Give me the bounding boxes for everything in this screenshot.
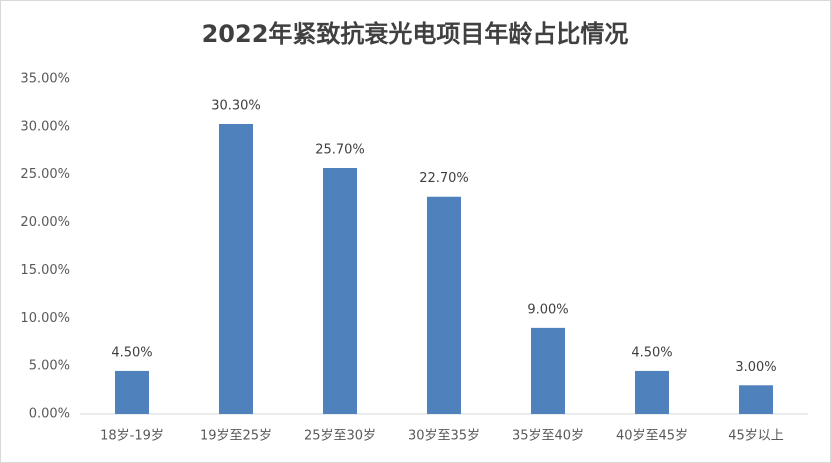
value-label: 3.00%	[735, 360, 776, 375]
bar	[115, 370, 149, 414]
y-tick-label: 10.00%	[20, 311, 70, 326]
y-tick-label: 25.00%	[20, 167, 70, 182]
x-tick-label: 40岁至45岁	[616, 429, 688, 444]
y-tick-label: 15.00%	[20, 263, 70, 278]
value-label: 4.50%	[111, 345, 152, 360]
y-tick-label: 0.00%	[29, 407, 70, 422]
y-tick-label: 35.00%	[20, 72, 70, 87]
x-tick-label: 18岁-19岁	[100, 429, 164, 444]
bar	[219, 123, 253, 414]
bar	[427, 196, 461, 414]
x-tick-label: 30岁至35岁	[408, 429, 480, 444]
value-label: 9.00%	[527, 302, 568, 317]
bar	[531, 327, 565, 414]
x-tick-label: 45岁以上	[728, 429, 784, 444]
value-label: 22.70%	[419, 171, 469, 186]
y-tick-label: 30.00%	[20, 119, 70, 134]
bar	[739, 385, 773, 414]
bar	[635, 370, 669, 414]
value-label: 30.30%	[211, 98, 261, 113]
chart-title: 2022年紧致抗衰光电项目年龄占比情况	[202, 20, 629, 48]
x-tick-label: 25岁至30岁	[304, 429, 376, 444]
x-tick-label: 19岁至25岁	[200, 429, 272, 444]
value-label: 25.70%	[315, 143, 365, 158]
x-tick-label: 35岁至40岁	[512, 429, 584, 444]
y-tick-label: 20.00%	[20, 215, 70, 230]
bar	[323, 168, 357, 414]
value-label: 4.50%	[631, 345, 672, 360]
y-tick-label: 5.00%	[29, 359, 70, 374]
